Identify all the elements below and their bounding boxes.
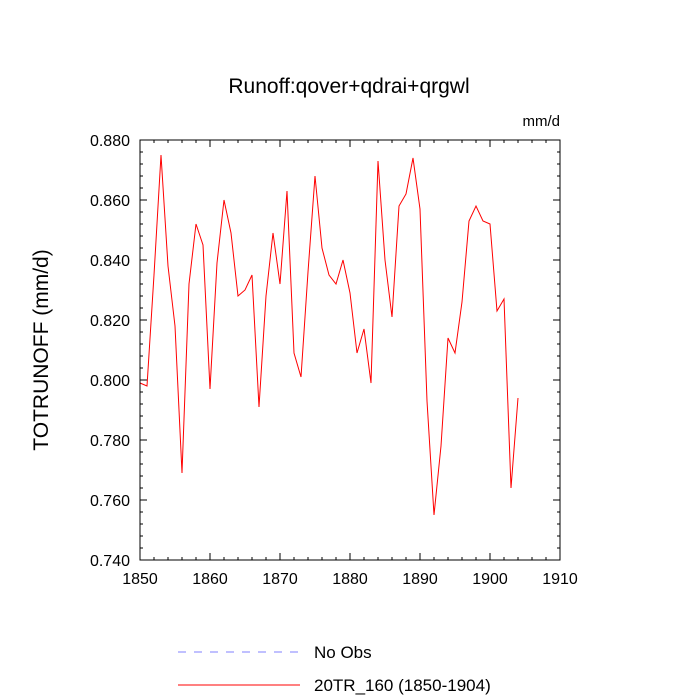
y-tick-label: 0.820 — [90, 313, 130, 330]
x-tick-label: 1850 — [122, 571, 158, 588]
units-label: mm/d — [523, 113, 561, 130]
y-tick-label: 0.840 — [90, 253, 130, 270]
plot-lines — [139, 154, 519, 516]
axis-ticks — [139, 139, 561, 561]
chart-title: Runoff:qover+qdrai+qrgwl — [228, 75, 469, 98]
y-tick-label: 0.800 — [90, 373, 130, 390]
y-axis-label: TOTRUNOFF (mm/d) — [30, 249, 53, 450]
y-tick-label: 0.860 — [90, 193, 130, 210]
x-tick-label: 1880 — [332, 571, 368, 588]
y-tick-label: 0.780 — [90, 433, 130, 450]
x-tick-label: 1900 — [472, 571, 508, 588]
series-line-20tr-160-1850-1904 — [139, 154, 519, 516]
plot-frame — [139, 139, 561, 561]
y-tick-label: 0.760 — [90, 493, 130, 510]
x-tick-label: 1860 — [192, 571, 228, 588]
legend-label-no-obs: No Obs — [314, 643, 372, 662]
y-tick-label: 0.740 — [90, 553, 130, 570]
axis-tick-labels: 1850 1860 1870 1880 1890 1900 1910 0.740 0.760 0.… — [90, 133, 578, 588]
legend-label-20tr-160: 20TR_160 (1850-1904) — [314, 676, 491, 695]
x-tick-label: 1910 — [542, 571, 578, 588]
y-tick-label: 0.880 — [90, 133, 130, 150]
x-tick-label: 1890 — [402, 571, 438, 588]
legend: No Obs 20TR_160 (1850-1904) — [178, 643, 491, 695]
x-tick-label: 1870 — [262, 571, 298, 588]
